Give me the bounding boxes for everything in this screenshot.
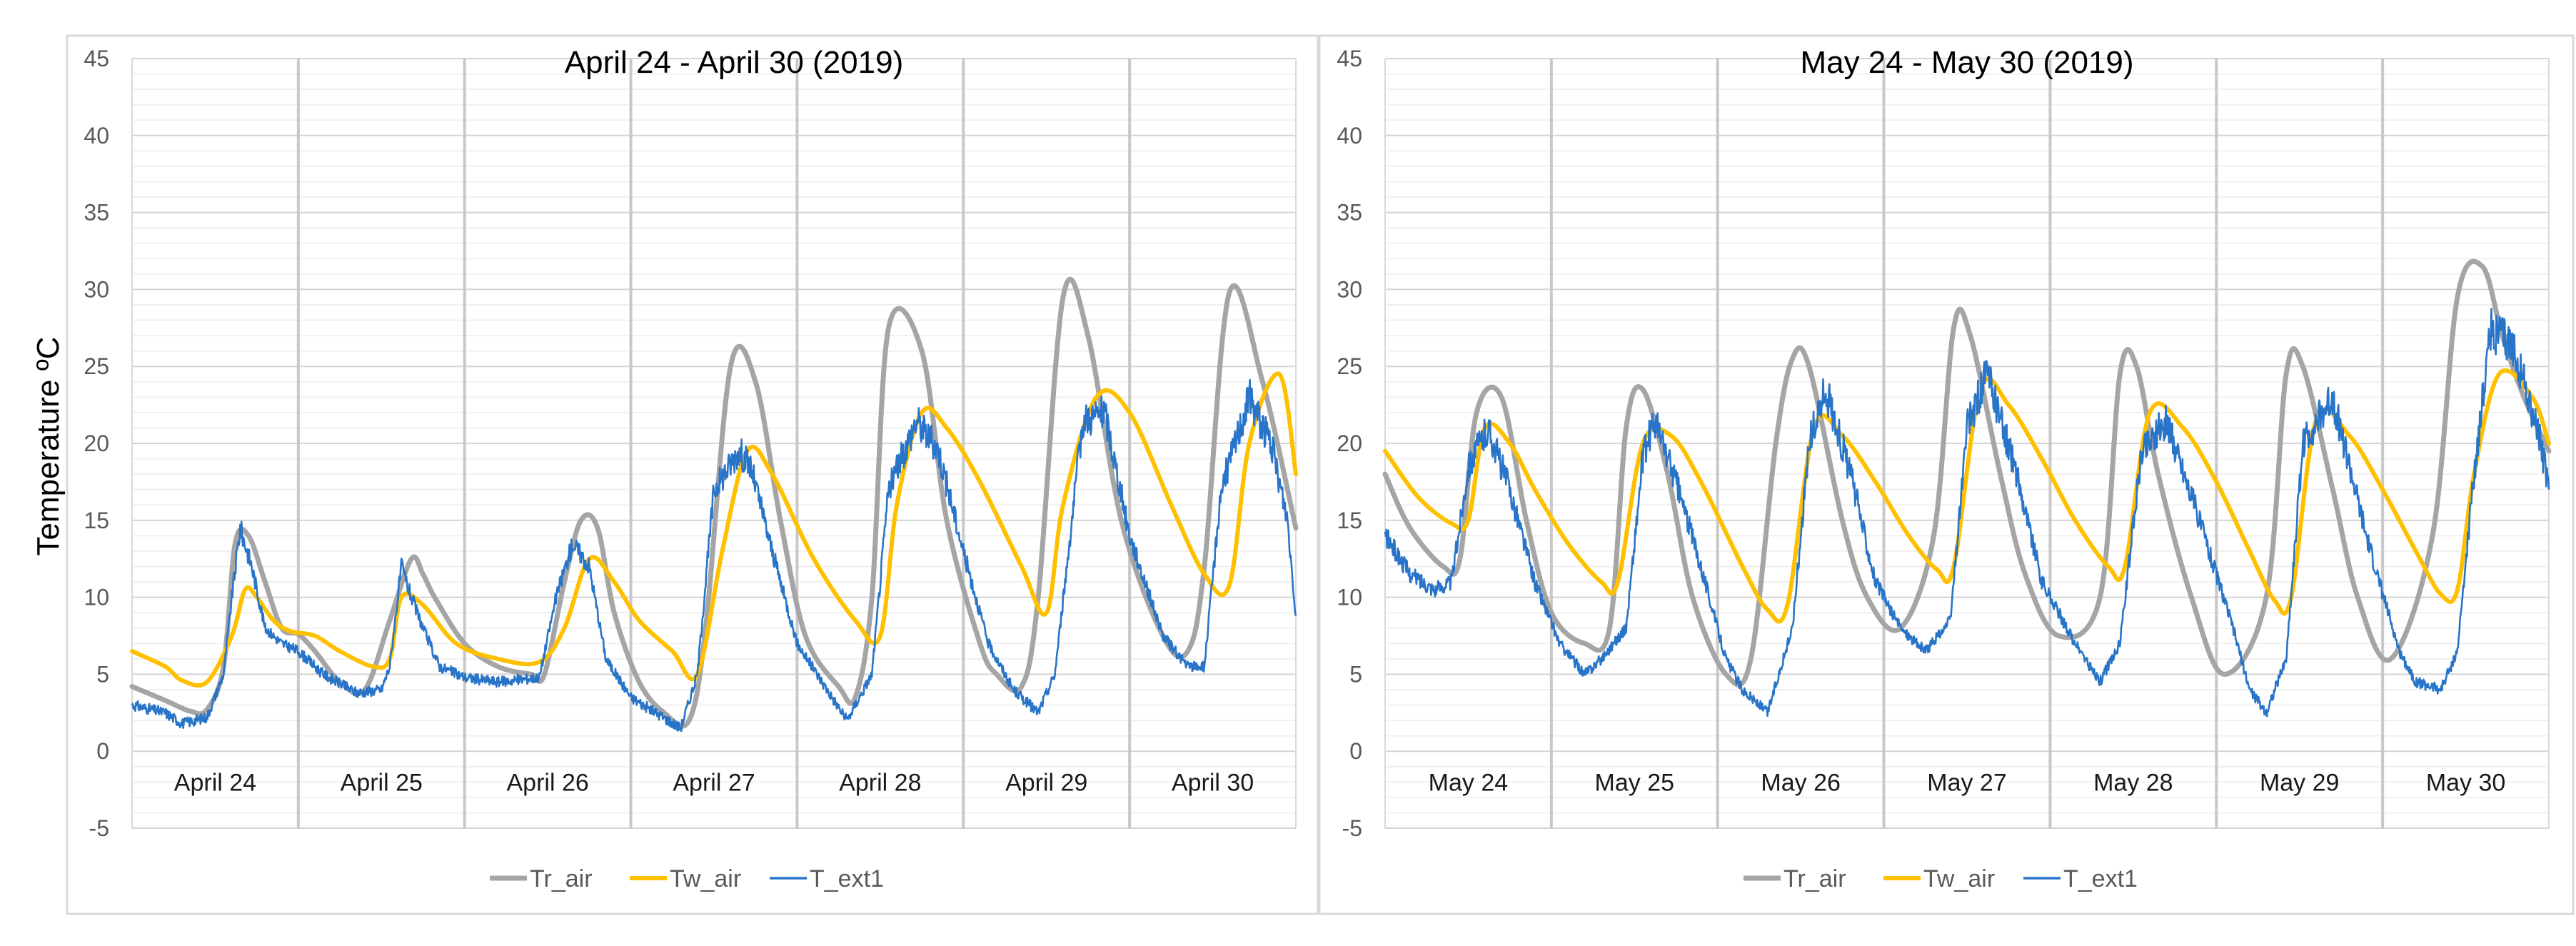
panel-border	[66, 34, 1319, 915]
panel-border	[1318, 34, 2575, 915]
y-tick-label: 15	[84, 508, 109, 533]
legend-label: Tr_air	[530, 865, 593, 892]
x-category-label: May 28	[2093, 769, 2173, 796]
legend: Tr_air Tw_air T_ext1	[490, 865, 884, 892]
y-tick-label: 40	[1337, 123, 1362, 149]
legend: Tr_air Tw_air T_ext1	[1744, 865, 2138, 892]
chart-panel-2: -5 0 5 10 15 20 25 30 35 40 45 May 24 May 25 May 26 Ma…	[1318, 34, 2575, 915]
y-tick-label: 40	[84, 123, 109, 149]
x-category-label: April 26	[507, 769, 589, 796]
x-category-label: May 26	[1761, 769, 1841, 796]
series-line-tr-air	[1382, 258, 2552, 688]
x-category-label: April 30	[1172, 769, 1254, 796]
series-line-tr-air	[129, 276, 1299, 729]
y-tick-label: 0	[96, 738, 109, 764]
y-tick-label: 30	[1337, 276, 1362, 302]
series-line-t-ext1	[131, 378, 1297, 733]
chart-panel-1: -5 0 5 10 15 20 25 30 35 40 45 April 24 April 25 Apri…	[66, 34, 1319, 915]
y-tick-label: 10	[1337, 585, 1362, 610]
y-tick-label: 35	[1337, 200, 1362, 226]
y-tick-label: 10	[84, 585, 109, 610]
y-tick-label: 5	[96, 661, 109, 687]
y-tick-label: 20	[84, 431, 109, 456]
y-tick-label: 15	[1337, 508, 1362, 533]
legend-label: Tw_air	[1923, 865, 1995, 892]
y-tick-label: -5	[89, 815, 109, 841]
y-tick-label: 35	[84, 200, 109, 226]
y-tick-label: 25	[84, 353, 109, 379]
legend-label: T_ext1	[2063, 865, 2138, 892]
minor-gridlines	[1385, 73, 2549, 814]
x-category-label: April 28	[839, 769, 921, 796]
series-line-t-ext1	[1384, 308, 2550, 718]
x-category-label: May 25	[1595, 769, 1675, 796]
y-tick-label: 45	[84, 46, 109, 71]
minor-gridlines	[132, 73, 1296, 814]
y-tick-label: 5	[1349, 661, 1362, 687]
y-tick-label: 25	[1337, 353, 1362, 379]
series-line-tw-air	[130, 371, 1298, 688]
y-tick-label: 20	[1337, 431, 1362, 456]
legend-label: T_ext1	[810, 865, 884, 892]
x-category-label: April 25	[341, 769, 423, 796]
y-tick-label: 30	[84, 276, 109, 302]
x-category-label: May 27	[1927, 769, 2007, 796]
x-category-label: April 24	[174, 769, 256, 796]
x-category-label: April 29	[1005, 769, 1087, 796]
legend-label: Tr_air	[1783, 865, 1846, 892]
x-category-label: April 27	[673, 769, 755, 796]
x-category-label: May 29	[2260, 769, 2340, 796]
y-tick-label: 0	[1349, 738, 1362, 764]
chart-title: April 24 - April 30 (2019)	[565, 45, 903, 80]
y-axis-label: Temperature ºC	[31, 336, 66, 555]
x-category-label: May 24	[1429, 769, 1509, 796]
y-tick-label: -5	[1342, 815, 1362, 841]
chart-title: May 24 - May 30 (2019)	[1800, 45, 2133, 80]
legend-label: Tw_air	[670, 865, 741, 892]
y-tick-label: 45	[1337, 46, 1362, 71]
x-category-label: May 30	[2426, 769, 2506, 796]
